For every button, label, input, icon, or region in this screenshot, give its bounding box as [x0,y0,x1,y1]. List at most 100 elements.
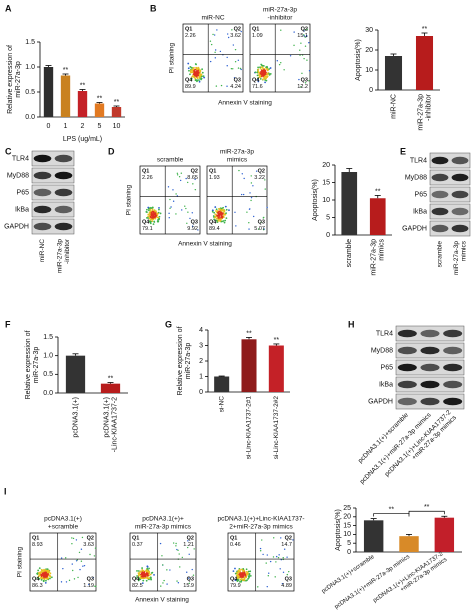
blot-band [443,380,463,389]
flow-dot [71,537,73,539]
flow-frame [182,23,244,93]
flow-title: pcDNA3.1(+)+Linc-KIAA1737- [217,516,304,523]
flow-dot [195,66,197,69]
x-tick-label: 5 [98,123,102,130]
y-tick-label: 1.0 [43,353,53,360]
quadrant-value: 12.2 [297,84,308,90]
flow-dot [238,575,240,578]
flow-dot [81,536,84,539]
flow-dot [221,220,224,223]
flow-dot [93,555,96,557]
protein-label: MyD88 [7,172,29,179]
flow-dot [257,71,260,74]
bar [384,56,403,90]
flow-dot [154,217,157,220]
x-tick-label: si-Linc-KIAA1737-2#2 [273,396,280,460]
significance: ** [424,504,430,511]
blot-strip [31,150,75,167]
quadrant-name: Q1 [209,168,216,174]
flow-dot [188,582,191,585]
flow-dot [288,570,290,573]
flow-dot [298,78,300,81]
flow-dot [196,80,198,83]
flow-dot [226,56,228,59]
panel-label: H [348,319,355,329]
flow-dot [237,67,240,69]
x-tick-label: 1 [64,123,68,130]
bar [43,67,54,117]
quadrant-name: Q2 [87,535,94,541]
flow-dot [147,215,150,218]
flow-dot [217,220,220,222]
flow-dot [257,228,260,230]
flow-dot [151,206,154,209]
flow-dot [181,556,184,559]
quadrant-name: Q2 [187,535,194,541]
y-tick-label: 15 [343,522,351,529]
y-axis-title: miR-27a-3p [33,347,40,384]
flow-dot [252,215,255,218]
protein-label: MyD88 [371,347,393,354]
flow-dot [249,575,252,577]
quadrant-name: Q4 [142,219,150,225]
quadrant-name: Q4 [132,576,140,582]
flow-dot [274,576,276,578]
bar [268,345,284,392]
blot-band [431,173,449,182]
y-tick-label: 5 [347,540,351,547]
flow-dot [68,579,71,582]
quadrant-name: Q1 [32,535,39,541]
flow-dot [188,553,190,556]
flow-dot [238,573,241,576]
protein-label: IkBa [15,206,29,213]
flow-dot [149,206,152,209]
blot-band [420,397,440,406]
flow-dot [249,208,251,210]
quadrant-name: Q3 [187,576,194,582]
blot-band [33,154,52,163]
flow-dot [178,553,180,555]
flow-dot [135,577,138,579]
flow-dot [176,172,179,175]
x-tick-label: si-NC [218,396,225,413]
flow-dot [236,577,239,579]
flow-title: miR-27a-3p [263,7,297,14]
flow-dot [71,563,73,565]
x-tick-label: miR-NC [390,94,397,119]
flow-dot [42,580,45,583]
flow-dot [198,80,201,83]
flow-dot [150,572,153,574]
flow-dot [141,569,144,571]
significance: ** [375,188,381,195]
flow-dot [286,573,289,576]
flow-dot [157,216,160,219]
flow-dot [159,542,162,545]
y-tick-label: 15 [322,179,330,186]
x-tick-label: miR-27a-3p [371,239,378,276]
flow-dot [222,216,225,219]
protein-label: GAPDH [4,223,29,230]
flow-dot [211,209,214,212]
flow-dot [236,579,239,582]
flow-dot [220,84,223,87]
flow-dot [137,572,140,575]
quadrant-value: 1.93 [209,175,220,181]
blot-band [420,363,440,372]
flow-dot [142,579,145,582]
flow-y-title: PI staining [126,184,133,215]
protein-label: IkBa [379,381,393,388]
flow-dot [195,71,198,74]
flow-dot [242,193,245,196]
x-tick-label: 10 [113,123,121,130]
flow-dot [266,69,269,71]
flow-dot [266,585,268,588]
flow-dot [268,72,270,75]
flow-dot [147,217,149,219]
flow-dot [47,577,50,580]
flow-dot [189,217,191,220]
flow-dot [257,586,259,588]
flow-dot [301,72,303,75]
flow-dot [257,66,260,69]
flow-dot [191,212,194,214]
flow-dot [197,67,199,70]
